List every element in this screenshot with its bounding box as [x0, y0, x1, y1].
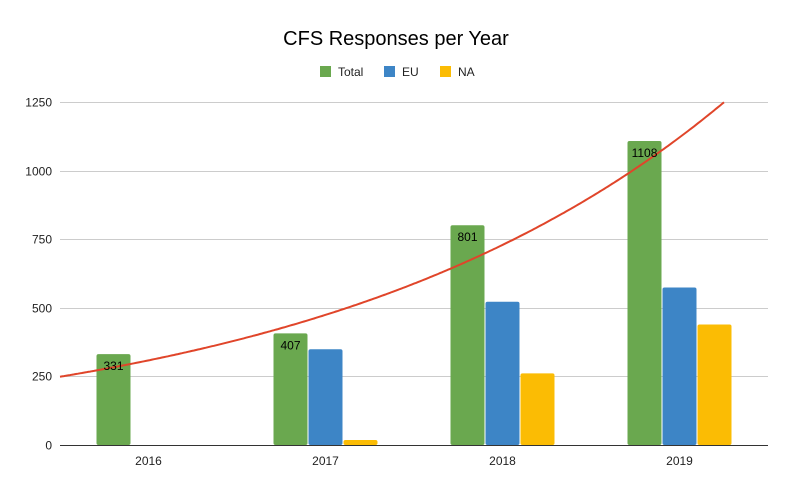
bar-total: [450, 225, 485, 445]
legend-swatch-eu: [384, 66, 395, 77]
x-axis: 2016 2017 2018 2019: [135, 454, 693, 468]
bars: [96, 140, 732, 446]
bar-total: [627, 140, 662, 446]
y-tick-label: 500: [32, 302, 52, 316]
data-label: 407: [280, 338, 300, 352]
bar-na: [343, 440, 378, 445]
bar-total: [273, 333, 308, 445]
bar-eu: [662, 287, 697, 445]
data-label: 331: [103, 359, 123, 373]
bar-total: [96, 354, 131, 445]
gridlines: [60, 102, 768, 377]
y-axis: 0 250 500 750 1000 1250: [25, 96, 52, 453]
data-label: 801: [457, 230, 477, 244]
legend-label-total: Total: [338, 65, 363, 79]
legend-label-eu: EU: [402, 65, 419, 79]
legend-label-na: NA: [458, 65, 475, 79]
y-tick-label: 1000: [25, 165, 52, 179]
data-labels: 331 407 801 1108: [103, 146, 657, 373]
trendline-total: [59, 101, 725, 378]
legend: Total EU NA: [320, 65, 475, 79]
data-label: 1108: [632, 146, 658, 160]
bar-eu: [308, 349, 343, 445]
x-tick-label: 2016: [135, 454, 162, 468]
bar-na: [520, 373, 555, 445]
x-tick-label: 2019: [666, 454, 693, 468]
y-tick-label: 0: [45, 439, 52, 453]
y-tick-label: 1250: [25, 96, 52, 110]
bar-eu: [485, 301, 520, 445]
bar-na: [697, 324, 732, 445]
y-tick-label: 250: [32, 370, 52, 384]
y-tick-label: 750: [32, 233, 52, 247]
x-tick-label: 2017: [312, 454, 339, 468]
x-tick-label: 2018: [489, 454, 516, 468]
legend-swatch-na: [440, 66, 451, 77]
legend-swatch-total: [320, 66, 331, 77]
chart-title: CFS Responses per Year: [283, 28, 509, 50]
